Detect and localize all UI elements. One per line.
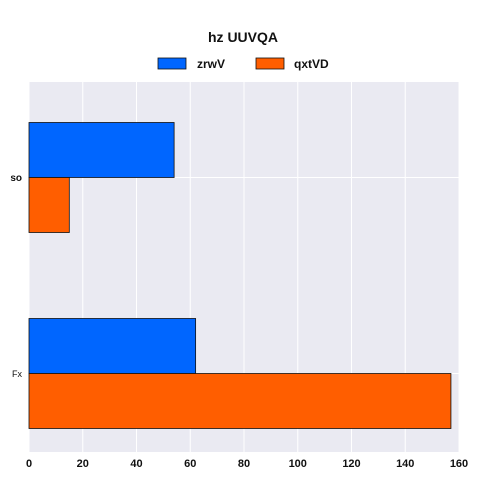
x-tick-label: 120 <box>342 458 360 470</box>
x-tick-label: 60 <box>184 458 196 470</box>
bar-zrwV-Fx <box>28 318 197 374</box>
legend-label-qxtVD: qxtVD <box>294 57 329 71</box>
x-tick-label: 80 <box>238 458 250 470</box>
y-tick-label: so <box>10 173 22 184</box>
legend-swatch-zrwV <box>157 57 187 70</box>
x-tick-label: 0 <box>26 458 32 470</box>
legend-label-zrwV: zrwV <box>197 57 225 71</box>
x-tick-label: 40 <box>130 458 142 470</box>
x-tick-label: 20 <box>77 458 89 470</box>
x-tick-label: 100 <box>289 458 307 470</box>
x-tick-label: 140 <box>396 458 414 470</box>
bar-qxtVD-so <box>28 177 70 233</box>
y-tick-label: Fx <box>12 369 22 379</box>
bars <box>28 122 452 429</box>
bar-zrwV-so <box>28 122 175 178</box>
y-axis-ticks: so Fx <box>10 173 22 379</box>
legend: zrwV qxtVD <box>157 57 329 71</box>
x-axis-ticks: 0 20 40 60 80 100 120 140 160 <box>26 458 468 470</box>
chart-title: hz UUVQA <box>208 29 278 45</box>
bar-qxtVD-Fx <box>28 373 452 429</box>
legend-swatch-qxtVD <box>255 57 285 70</box>
x-tick-label: 160 <box>450 458 468 470</box>
